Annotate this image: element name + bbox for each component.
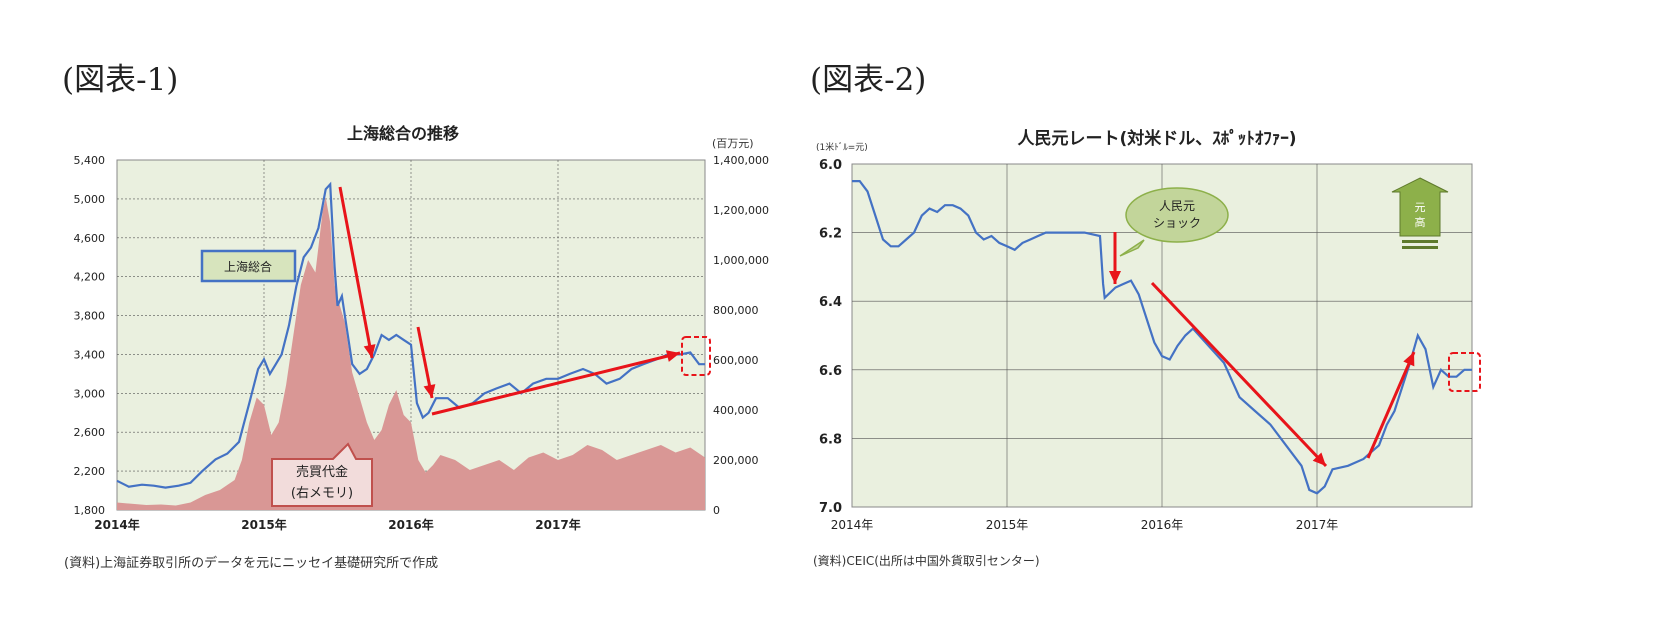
chart1-y-tick-left: 2,600 [74,426,106,439]
chart2-callout-bubble [1125,187,1229,243]
chart1-y-tick-right: 0 [713,504,720,517]
chart1-x-tick: 2016年 [388,517,433,532]
chart1-turnover-label: 売買代金 [296,464,348,480]
chart1-y-tick-left: 3,000 [74,387,106,400]
chart1-x-tick: 2017年 [535,517,580,532]
chart1-arrow-1 [338,186,376,359]
chart1-y-tick-left: 5,400 [74,154,106,167]
chart2-arrow-2-shaft [1150,281,1328,468]
chart2-up-arrow-label-1: 元 [1415,201,1426,214]
chart2-arrow-3-head [1403,352,1415,367]
figure-label-1: (図表-1) [62,62,179,98]
chart1-arrow-3 [431,350,681,416]
chart2-up-arrow-icon [1391,177,1449,237]
chart1-title: 上海総合の推移 [347,124,459,143]
chart1-y-tick-right: 1,200,000 [713,204,769,217]
chart1-y-tick-left: 3,400 [74,348,106,361]
chart2-arrow-1-head [1109,271,1121,284]
chart2-arrow-1 [1109,232,1121,284]
chart1-y-tick-right: 600,000 [713,354,759,367]
chart2-y-tick: 6.2 [819,227,842,242]
chart2-callout-line-1: 人民元 [1159,199,1195,213]
chart2-up-arrow-bar-1 [1402,240,1438,243]
chart2-y-tick: 6.4 [819,295,842,310]
rmb-rate-chart: 人民元レート(対米ドル、ｽﾎﾟｯﾄｵﾌｧｰ) (1米ﾄﾞﾙ=元) 6.0 6.2 6… [816,128,1481,532]
chart2-arrow-3-shaft [1366,351,1416,459]
chart1-turnover-area [117,197,705,510]
chart1-index-line [116,181,705,489]
chart1-y-tick-right: 1,000,000 [713,254,769,267]
chart1-turnover-callout [271,442,373,507]
chart1-source-note: (資料)上海証券取引所のデータを元にニッセイ基礎研究所で作成 [64,556,439,571]
chart1-y-tick-right: 400,000 [713,404,759,417]
chart2-arrow-2-head [1312,452,1326,466]
chart2-left-unit: (1米ﾄﾞﾙ=元) [816,141,868,153]
chart1-highlight-box [681,336,711,376]
chart1-x-tick: 2014年 [94,517,139,532]
chart1-turnover-sublabel: (右メモリ) [291,486,353,501]
chart1-y-tick-left: 3,800 [74,310,106,323]
chart2-x-tick: 2016年 [1141,518,1184,532]
chart2-y-tick: 6.8 [819,432,842,447]
chart1-arrow-2-head [423,384,436,398]
chart2-x-tick: 2014年 [831,518,874,532]
chart2-up-arrow-bar-2 [1402,246,1438,249]
chart2-callout-tail [1119,239,1145,257]
chart1-y-tick-left: 2,200 [74,465,106,478]
chart1-index-label: 上海総合 [224,259,272,274]
chart1-y-tick-right: 200,000 [713,454,759,467]
chart1-right-unit: (百万元) [712,137,754,150]
chart1-y-tick-left: 1,800 [74,504,106,517]
chart1-arrow-3-head [665,350,680,362]
chart1-arrow-2 [416,326,436,399]
chart2-y-tick: 6.0 [819,158,842,173]
chart2-y-tick: 6.6 [819,364,842,379]
chart1-arrow-1-shaft [338,186,374,359]
chart1-y-tick-left: 4,600 [74,232,106,245]
figure-label-2: (図表-2) [810,62,927,98]
chart2-up-arrow-label-2: 高 [1415,215,1426,229]
chart1-index-label-box [200,249,297,283]
chart2-rate-line [852,180,1472,495]
chart1-x-tick: 2015年 [241,517,286,532]
chart2-arrow-3 [1366,351,1416,459]
chart1-y-tick-left: 5,000 [74,193,106,206]
chart2-arrow-2 [1150,281,1328,468]
chart2-title: 人民元レート(対米ドル、ｽﾎﾟｯﾄｵﾌｧｰ) [1017,128,1296,149]
chart1-arrow-3-shaft [431,351,681,416]
chart1-y-tick-right: 1,400,000 [713,154,769,167]
chart1-y-tick-left: 4,200 [74,271,106,284]
chart2-callout-line-2: ショック [1153,216,1201,230]
chart1-y-tick-right: 800,000 [713,304,759,317]
shanghai-composite-chart: 上海総合の推移 (百万元) 5,400 5,000 4,600 4,200 3,800 3… [74,124,769,532]
chart2-highlight-box [1448,352,1481,392]
chart2-x-tick: 2017年 [1296,518,1339,532]
chart2-source-note: (資料)CEIC(出所は中国外貨取引センター) [813,554,1040,568]
chart2-y-tick: 7.0 [819,501,842,516]
chart1-arrow-1-head [363,344,376,358]
chart2-x-tick: 2015年 [986,518,1029,532]
